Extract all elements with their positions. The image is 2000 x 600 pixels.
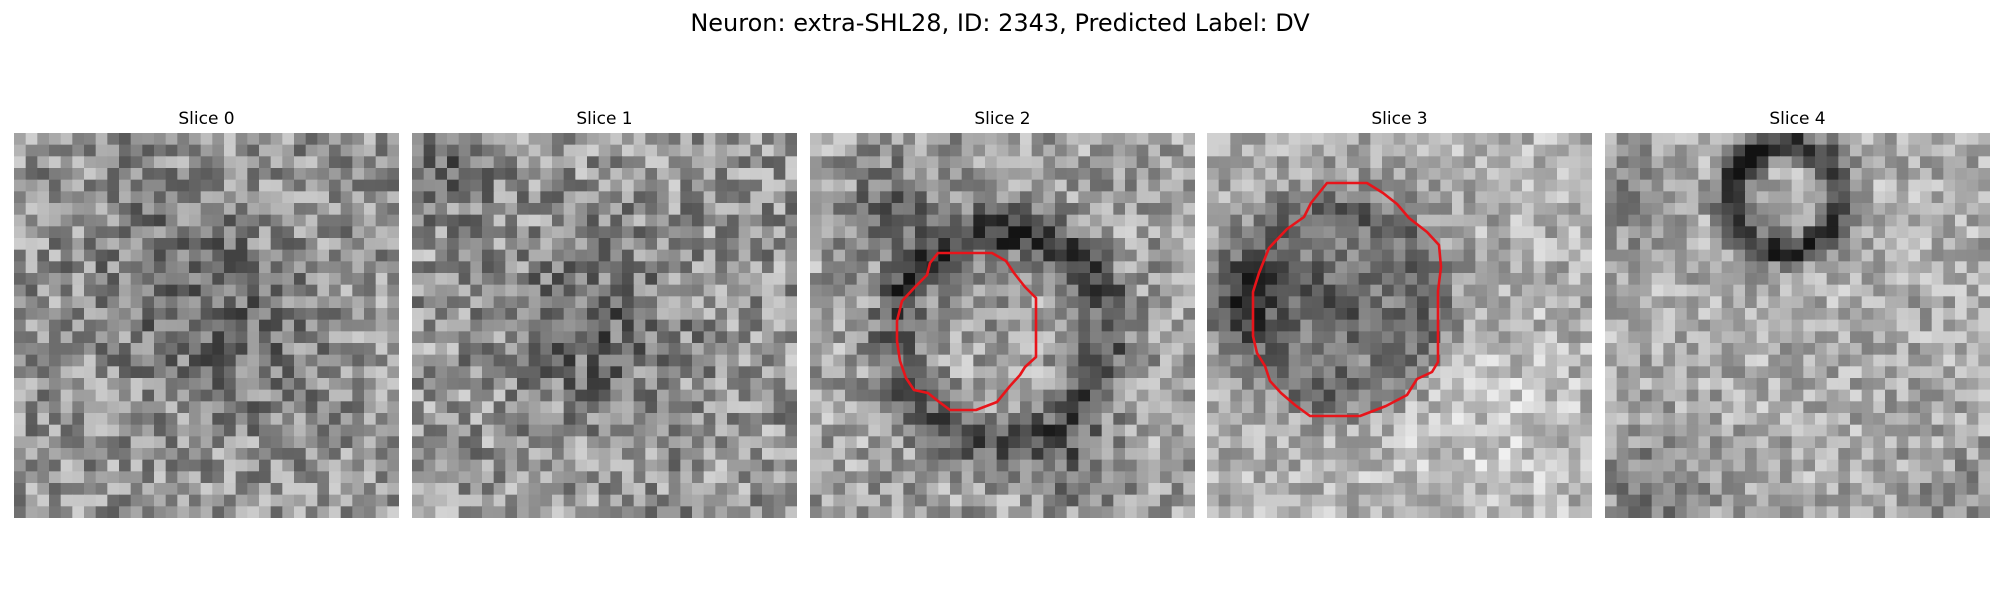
segmentation-contour — [1251, 181, 1443, 418]
slice-panel-4: Slice 4 — [1605, 105, 1990, 518]
slice-title-1: Slice 1 — [576, 109, 633, 129]
slice-image-1 — [412, 133, 797, 518]
slice-panel-1: Slice 1 — [412, 105, 797, 518]
slice-panel-0: Slice 0 — [14, 105, 399, 518]
slice-title-0: Slice 0 — [178, 109, 235, 129]
segmentation-contour — [895, 251, 1038, 412]
slice-panel-2: Slice 2 — [810, 105, 1195, 518]
slice-image-4 — [1605, 133, 1990, 518]
figure-title: Neuron: extra-SHL28, ID: 2343, Predicted… — [690, 9, 1310, 37]
slice-image-2 — [810, 133, 1195, 518]
slice-image-3 — [1207, 133, 1592, 518]
slice-image-0 — [14, 133, 399, 518]
slice-title-4: Slice 4 — [1769, 109, 1826, 129]
slice-panel-3: Slice 3 — [1207, 105, 1592, 518]
slice-title-3: Slice 3 — [1371, 109, 1428, 129]
slice-title-2: Slice 2 — [974, 109, 1031, 129]
